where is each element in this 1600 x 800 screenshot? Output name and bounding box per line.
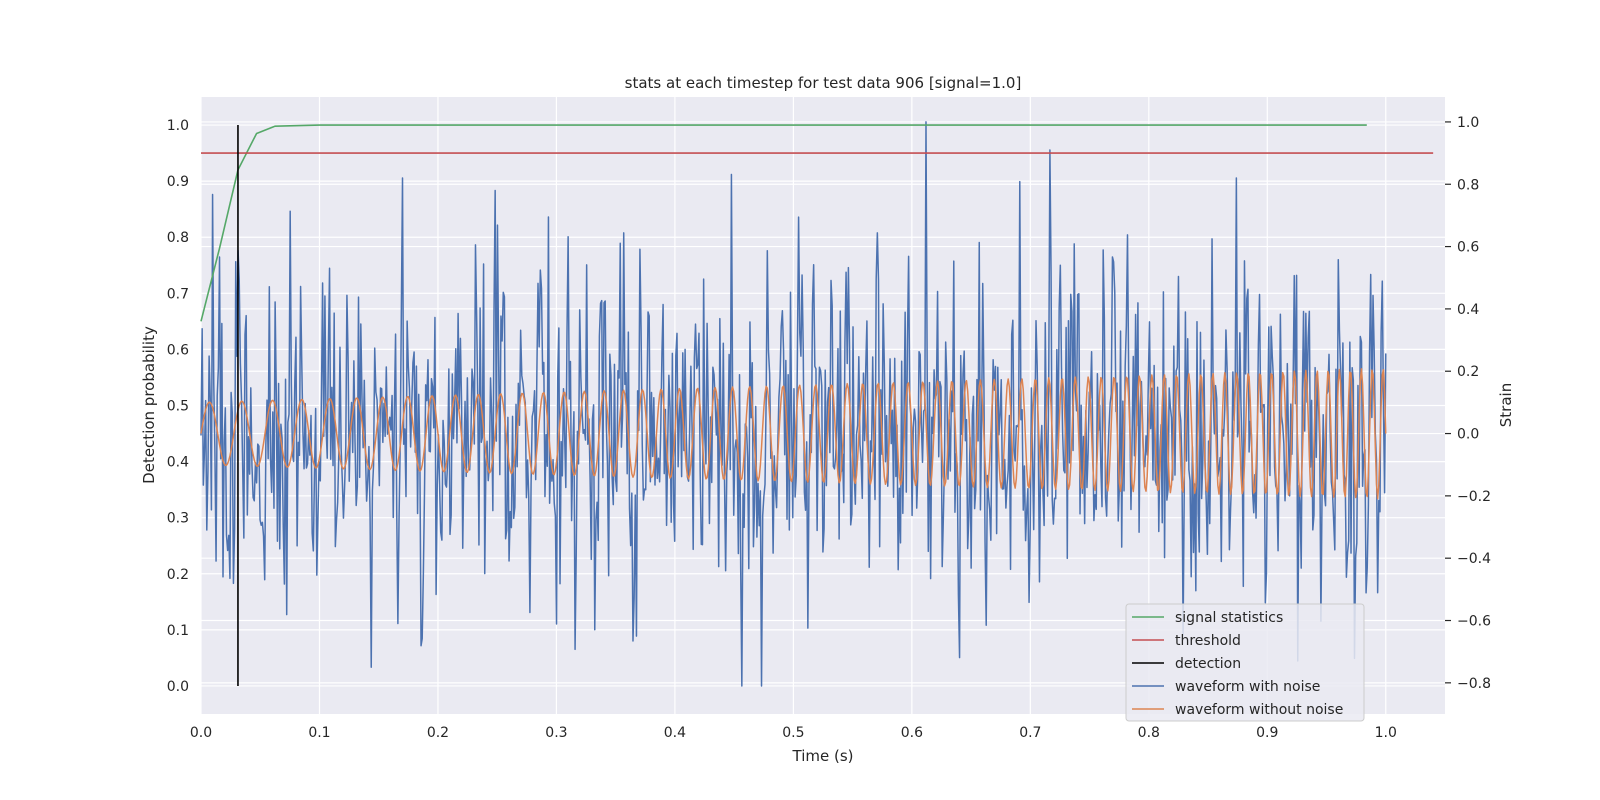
y-left-tick-label: 0.5 bbox=[167, 399, 189, 415]
y-right-tick-label: 1.0 bbox=[1457, 115, 1479, 131]
y-right-tick-label: −0.6 bbox=[1457, 614, 1491, 630]
x-tick-label: 0.6 bbox=[901, 725, 923, 741]
y-left-tick-label: 0.7 bbox=[167, 286, 189, 302]
series-waveform-with-noise bbox=[200, 121, 1387, 687]
series-layer bbox=[200, 121, 1434, 687]
legend-box bbox=[1125, 603, 1365, 722]
legend-label-waveform-without-noise: waveform without noise bbox=[1175, 702, 1343, 718]
y-left-tick-label: 0.2 bbox=[167, 567, 189, 583]
x-axis-ticks: 0.0 0.1 0.2 0.3 0.4 0.5 0.6 0.7 0.8 0.9 1.0 bbox=[190, 725, 1397, 741]
y-right-tick-label: −0.4 bbox=[1457, 551, 1491, 567]
y-right-tick-label: 0.2 bbox=[1457, 364, 1479, 380]
y-left-tick-label: 0.1 bbox=[167, 623, 189, 639]
legend: signal statistics threshold detection wa… bbox=[1125, 603, 1365, 722]
y-right-tick-label: 0.0 bbox=[1457, 427, 1479, 443]
series-signal-statistics bbox=[200, 124, 1367, 322]
x-axis-label: Time (s) bbox=[792, 747, 854, 765]
y-axis-right-label: Strain bbox=[1497, 383, 1515, 427]
legend-label-signal-statistics: signal statistics bbox=[1175, 610, 1283, 626]
y-left-tick-label: 0.9 bbox=[167, 174, 189, 190]
x-tick-label: 0.5 bbox=[782, 725, 804, 741]
y-left-tick-label: 1.0 bbox=[167, 118, 189, 134]
y-axis-right-ticks: −0.8 −0.6 −0.4 −0.2 0.0 0.2 0.4 0.6 0.8 1.0 bbox=[1445, 115, 1491, 692]
legend-label-detection: detection bbox=[1175, 656, 1241, 672]
series-waveform-without-noise bbox=[200, 368, 1387, 500]
y-right-tick-label: 0.8 bbox=[1457, 177, 1479, 193]
y-left-tick-label: 0.6 bbox=[167, 342, 189, 358]
y-left-tick-label: 0.3 bbox=[167, 511, 189, 527]
legend-label-threshold: threshold bbox=[1175, 633, 1241, 649]
x-tick-label: 0.2 bbox=[427, 725, 449, 741]
y-left-tick-label: 0.0 bbox=[167, 679, 189, 695]
y-right-tick-label: 0.6 bbox=[1457, 240, 1479, 256]
y-left-tick-label: 0.4 bbox=[167, 455, 189, 471]
x-tick-label: 0.3 bbox=[545, 725, 567, 741]
chart-title: stats at each timestep for test data 906… bbox=[625, 74, 1022, 92]
x-tick-label: 0.8 bbox=[1138, 725, 1160, 741]
y-axis-left-ticks: 0.0 0.1 0.2 0.3 0.4 0.5 0.6 0.7 0.8 0.9 1.0 bbox=[167, 118, 189, 695]
legend-label-waveform-with-noise: waveform with noise bbox=[1175, 679, 1320, 695]
y-right-tick-label: −0.8 bbox=[1457, 676, 1491, 692]
x-tick-label: 0.0 bbox=[190, 725, 212, 741]
y-left-tick-label: 0.8 bbox=[167, 230, 189, 246]
x-tick-label: 0.9 bbox=[1256, 725, 1278, 741]
x-tick-label: 0.1 bbox=[308, 725, 330, 741]
y-right-tick-label: −0.2 bbox=[1457, 489, 1491, 505]
y-right-tick-label: 0.4 bbox=[1457, 302, 1479, 318]
y-axis-left-label: Detection probability bbox=[140, 326, 158, 484]
x-tick-label: 0.7 bbox=[1019, 725, 1041, 741]
x-tick-label: 1.0 bbox=[1375, 725, 1397, 741]
x-tick-label: 0.4 bbox=[664, 725, 686, 741]
